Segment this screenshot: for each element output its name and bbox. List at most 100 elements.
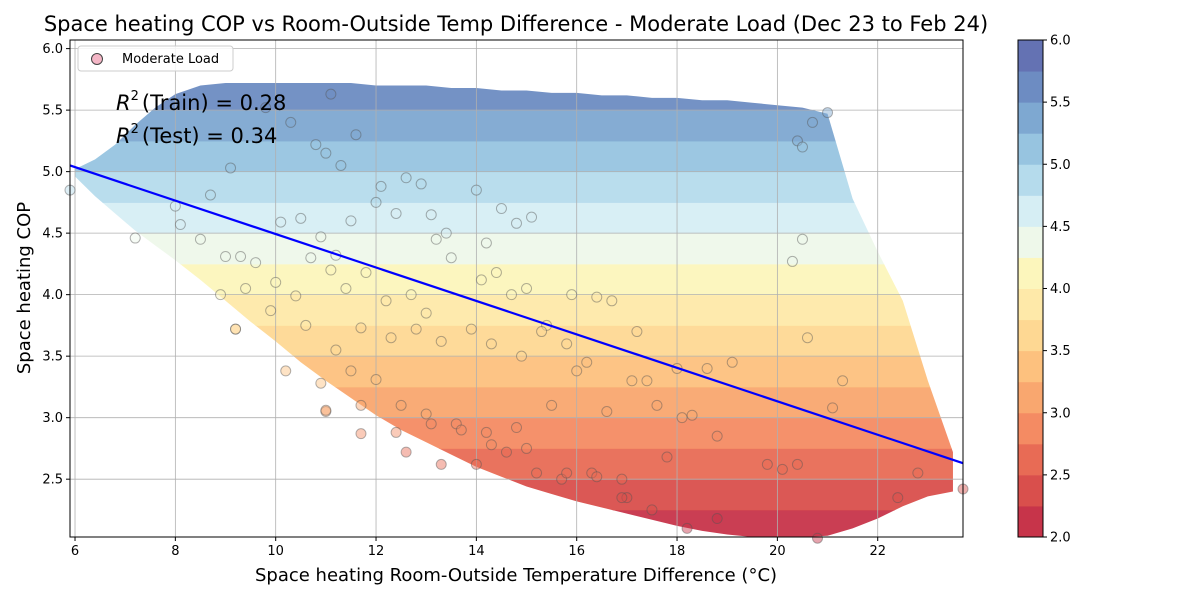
data-point xyxy=(345,365,357,377)
data-point xyxy=(405,289,417,301)
data-point xyxy=(485,439,497,451)
data-point xyxy=(591,471,603,483)
data-point xyxy=(621,492,633,504)
data-point xyxy=(480,426,492,438)
data-point xyxy=(480,237,492,249)
data-point xyxy=(390,207,402,219)
data-point xyxy=(686,409,698,421)
plot-frame xyxy=(69,39,964,538)
y-tick-label: 6.0 xyxy=(42,42,63,57)
data-point xyxy=(370,196,382,208)
colorbar-segment xyxy=(1018,71,1043,103)
colorbar-segment xyxy=(1018,412,1043,445)
x-axis-label: Space heating Room-Outside Temperature D… xyxy=(255,565,777,586)
data-point xyxy=(521,442,533,454)
data-point xyxy=(500,446,512,458)
data-point xyxy=(415,178,427,190)
data-point xyxy=(561,467,573,479)
colorbar-tick-label: 5.0 xyxy=(1050,158,1071,173)
data-point xyxy=(360,267,372,279)
data-point xyxy=(335,159,347,171)
data-point xyxy=(194,233,206,245)
data-point xyxy=(225,162,237,174)
colorbar-tick-label: 2.0 xyxy=(1050,531,1071,546)
data-point xyxy=(511,422,522,434)
data-point xyxy=(445,252,457,264)
data-point xyxy=(370,374,382,386)
data-point xyxy=(556,473,568,485)
colorbar xyxy=(1017,39,1044,538)
x-tick-label: 22 xyxy=(869,544,886,559)
data-point xyxy=(270,276,282,288)
colorbar-tick-label: 5.5 xyxy=(1050,96,1071,111)
data-point xyxy=(526,211,538,223)
data-point xyxy=(220,251,232,263)
data-point xyxy=(616,473,628,485)
r2-train-annotation: R2 (Train) = 0.28 xyxy=(116,89,286,115)
data-point xyxy=(420,408,432,420)
data-point xyxy=(350,129,362,141)
colorbar-segment xyxy=(1018,102,1043,134)
colorbar-segment xyxy=(1018,257,1043,289)
data-point xyxy=(455,424,467,436)
y-axis-ticks: 2.5 3.0 3.5 4.0 4.5 5.0 5.5 6.0 xyxy=(42,42,70,488)
data-point xyxy=(345,215,357,227)
regression-line xyxy=(69,164,964,465)
data-point xyxy=(285,116,297,128)
data-point xyxy=(511,217,522,229)
x-axis-ticks: 6 8 10 12 14 16 18 20 22 xyxy=(71,537,886,559)
data-point xyxy=(571,365,583,377)
data-point xyxy=(912,467,924,479)
data-point xyxy=(586,467,598,479)
data-point xyxy=(812,532,824,544)
data-point xyxy=(310,139,322,151)
data-point xyxy=(325,264,337,276)
data-point xyxy=(400,446,412,458)
colorbar-segment xyxy=(1018,195,1043,227)
data-point xyxy=(355,399,367,411)
y-tick-label: 5.5 xyxy=(42,104,63,119)
colorbar-tick-label: 4.5 xyxy=(1050,220,1071,235)
chart-title: Space heating COP vs Room-Outside Temp D… xyxy=(44,12,988,36)
scatter-points xyxy=(64,88,969,544)
colorbar-segment xyxy=(1018,443,1043,476)
data-point xyxy=(796,233,808,245)
data-point xyxy=(425,418,437,430)
x-tick-label: 14 xyxy=(468,544,485,559)
colorbar-tick-label: 3.0 xyxy=(1050,406,1071,421)
data-point xyxy=(295,212,307,224)
data-point xyxy=(561,338,573,350)
data-point xyxy=(806,116,818,128)
contour-band xyxy=(75,233,953,265)
contour-band xyxy=(75,386,953,419)
x-tick-label: 8 xyxy=(171,544,179,559)
data-point xyxy=(215,289,227,301)
data-point xyxy=(606,295,618,307)
data-point xyxy=(711,513,723,525)
data-point xyxy=(410,323,422,335)
data-point xyxy=(325,88,337,100)
data-point xyxy=(400,172,412,184)
data-point xyxy=(435,335,447,347)
data-point xyxy=(676,412,688,424)
data-point xyxy=(355,322,367,334)
colorbar-tick-label: 2.5 xyxy=(1050,468,1071,483)
contour-band xyxy=(75,448,953,480)
data-point xyxy=(626,375,638,387)
data-point xyxy=(230,323,242,335)
data-point xyxy=(475,274,487,286)
data-point xyxy=(822,107,834,119)
colorbar-segment xyxy=(1018,164,1043,196)
data-point xyxy=(631,326,643,338)
data-point xyxy=(485,338,497,350)
colorbar-segment xyxy=(1018,288,1043,321)
data-point xyxy=(280,365,292,377)
colorbar-segment xyxy=(1018,474,1043,507)
data-point xyxy=(566,289,578,301)
data-point xyxy=(616,492,628,504)
x-tick-label: 20 xyxy=(769,544,786,559)
data-point xyxy=(315,377,327,389)
data-point xyxy=(505,289,517,301)
data-point xyxy=(305,252,317,264)
